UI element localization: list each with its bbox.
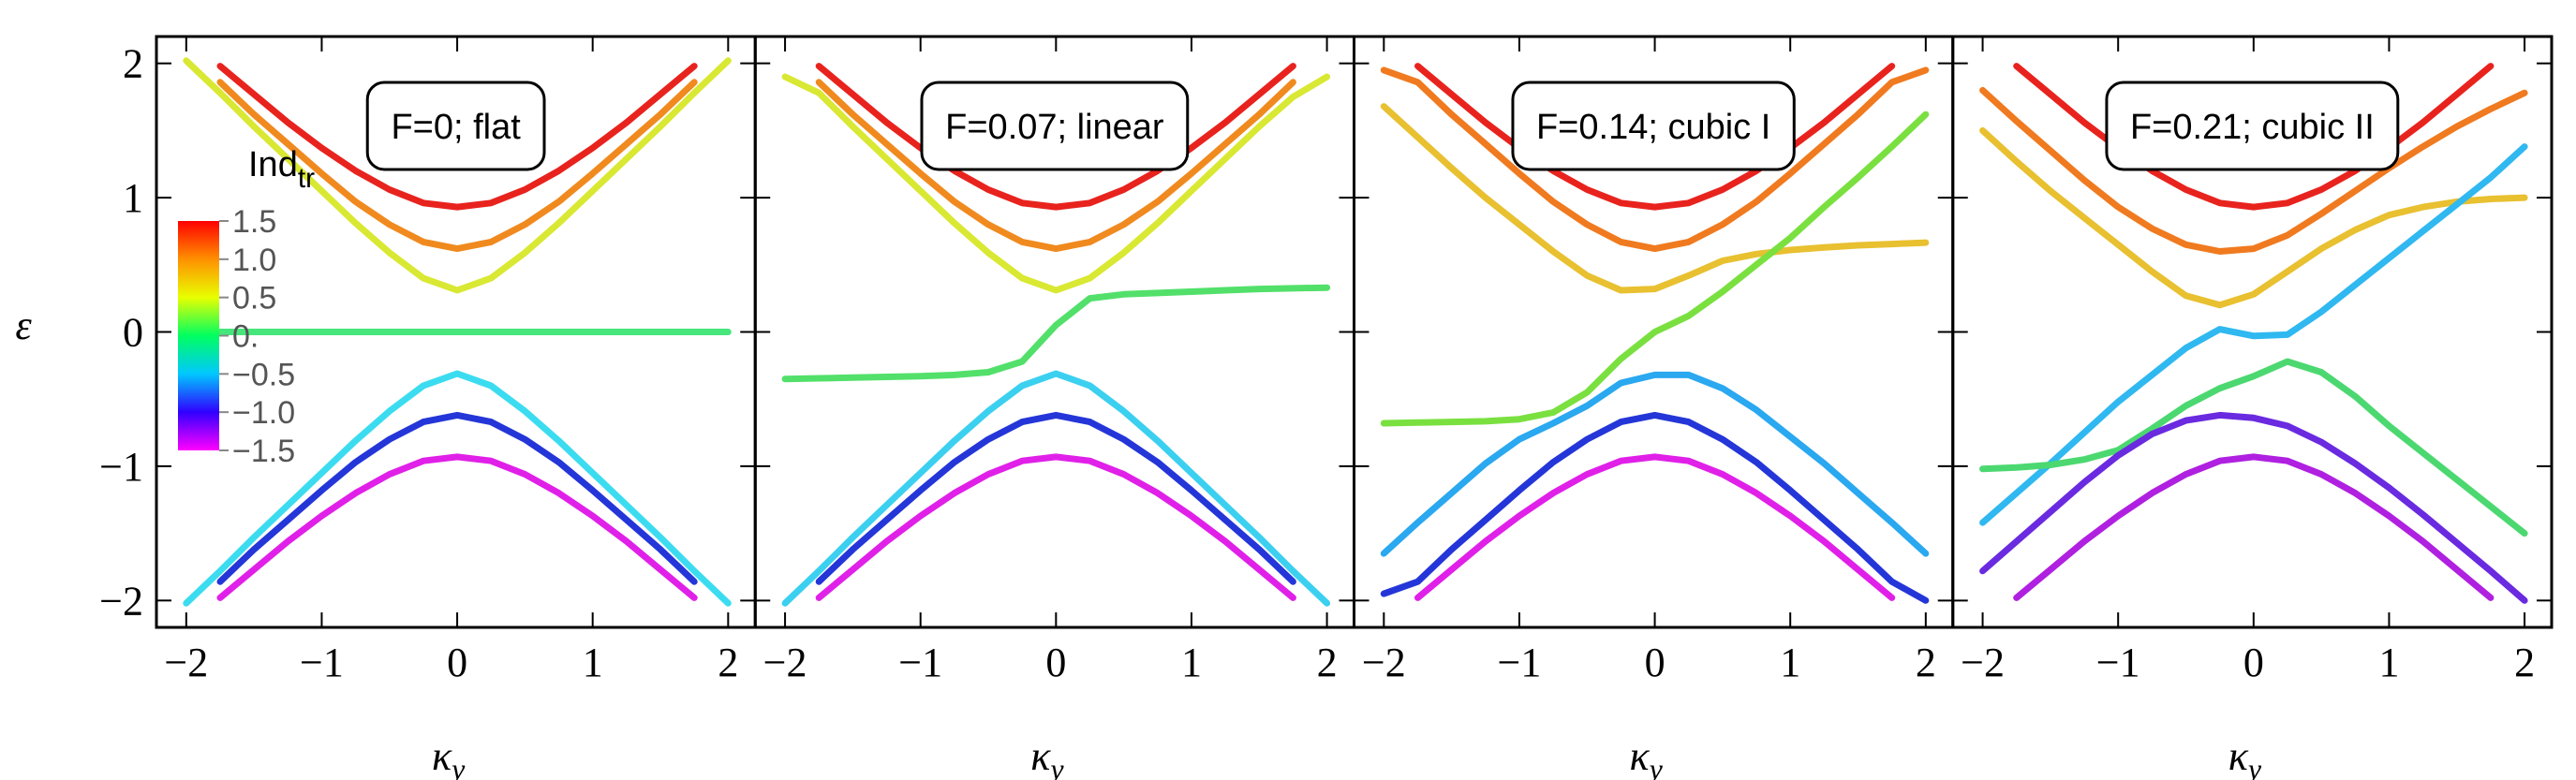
colorbar-tick-label: 0.5 — [232, 281, 276, 316]
x-label-sub: y — [1047, 752, 1064, 780]
band-line — [183, 57, 732, 294]
band-line — [781, 370, 1331, 607]
colorbar-tick-label: −1.5 — [232, 434, 295, 469]
band-line — [216, 453, 698, 601]
x-tick-label: 2 — [1317, 640, 1338, 685]
band-line — [1414, 453, 1896, 601]
y-tick-label: −1 — [99, 444, 143, 490]
band-line — [1380, 103, 1930, 294]
x-tick-label: 1 — [2378, 640, 2399, 685]
band-line — [1979, 411, 2528, 604]
annotation-box — [365, 81, 546, 171]
colorbar-label: Indtr — [248, 145, 315, 194]
x-tick-label: −2 — [1362, 640, 1406, 685]
band-line — [2013, 63, 2495, 211]
y-tick-label: 0 — [123, 310, 143, 356]
band-line — [781, 73, 1331, 294]
panel — [183, 57, 732, 607]
panel — [1380, 63, 1930, 604]
band-line — [1979, 143, 2528, 526]
annotation: F=0.14; cubic I — [1536, 108, 1770, 147]
colorbar-tick-label: 1.5 — [232, 204, 276, 240]
x-tick-label: −2 — [164, 640, 208, 685]
x-tick-label: 0 — [1045, 640, 1066, 685]
colorbar-label-main: Ind — [248, 145, 298, 184]
colorbar-tick-label: 1.0 — [232, 243, 276, 278]
x-tick-label: 2 — [718, 640, 738, 685]
band-line — [1380, 66, 1930, 253]
x-tick-label: −1 — [1498, 640, 1542, 685]
annotation: F=0.07; linear — [945, 108, 1164, 147]
band-line — [1979, 126, 2528, 309]
band-line — [815, 453, 1296, 601]
band-line — [2013, 453, 2495, 601]
annotation: F=0.21; cubic II — [2130, 108, 2375, 147]
x-tick-label: 0 — [1645, 640, 1666, 685]
band-line — [781, 284, 1331, 383]
x-label-sub: y — [1647, 752, 1664, 780]
x-label-sub: y — [2245, 752, 2262, 780]
x-tick-label: 0 — [2243, 640, 2264, 685]
panel — [781, 63, 1331, 607]
x-tick-label: 0 — [447, 640, 467, 685]
colorbar — [178, 221, 219, 450]
annotation: F=0; flat — [391, 108, 521, 147]
x-tick-label: −1 — [300, 640, 344, 685]
band-line — [216, 411, 698, 585]
y-tick-label: −2 — [99, 578, 143, 624]
x-tick-label: 2 — [1916, 640, 1936, 685]
x-axis-label: κy — [1030, 733, 1064, 780]
band-line — [216, 79, 698, 253]
x-label-main: κ — [432, 733, 452, 779]
x-label-main: κ — [1629, 733, 1650, 779]
x-tick-label: 2 — [2514, 640, 2535, 685]
band-line — [183, 370, 732, 607]
x-axis-label: κy — [1629, 733, 1663, 780]
band-line — [1380, 371, 1930, 557]
x-tick-label: 1 — [583, 640, 603, 685]
band-line — [815, 63, 1296, 211]
x-tick-label: 1 — [1780, 640, 1800, 685]
band-line — [815, 411, 1296, 585]
x-tick-label: −1 — [2096, 640, 2140, 685]
x-label-main: κ — [1030, 733, 1051, 779]
band-line — [815, 79, 1296, 253]
x-axis-label: κy — [2228, 733, 2262, 780]
band-line — [1380, 110, 1930, 427]
y-axis-label: ε — [15, 302, 32, 348]
annotation-box — [920, 81, 1190, 171]
annotation-box — [1511, 81, 1796, 171]
x-tick-label: −2 — [763, 640, 807, 685]
x-label-main: κ — [2228, 733, 2249, 779]
colorbar-tick-label: 0. — [232, 319, 259, 355]
colorbar-label-sub: tr — [298, 163, 315, 194]
colorbar-tick-label: −0.5 — [232, 357, 295, 392]
y-tick-label: 2 — [123, 41, 143, 87]
band-line — [1979, 86, 2528, 255]
band-line — [216, 63, 698, 211]
x-tick-label: −2 — [1961, 640, 2005, 685]
colorbar-tick-label: −1.0 — [232, 395, 295, 431]
x-label-sub: y — [449, 752, 466, 780]
band-line — [1979, 358, 2528, 537]
band-line — [1414, 63, 1896, 211]
panel — [1979, 63, 2528, 604]
x-axis-label: κy — [432, 733, 466, 780]
y-tick-label: 1 — [123, 175, 143, 221]
x-tick-label: 1 — [1181, 640, 1202, 685]
band-line — [1380, 411, 1930, 604]
annotation-box — [2105, 81, 2400, 171]
x-tick-label: −1 — [898, 640, 942, 685]
